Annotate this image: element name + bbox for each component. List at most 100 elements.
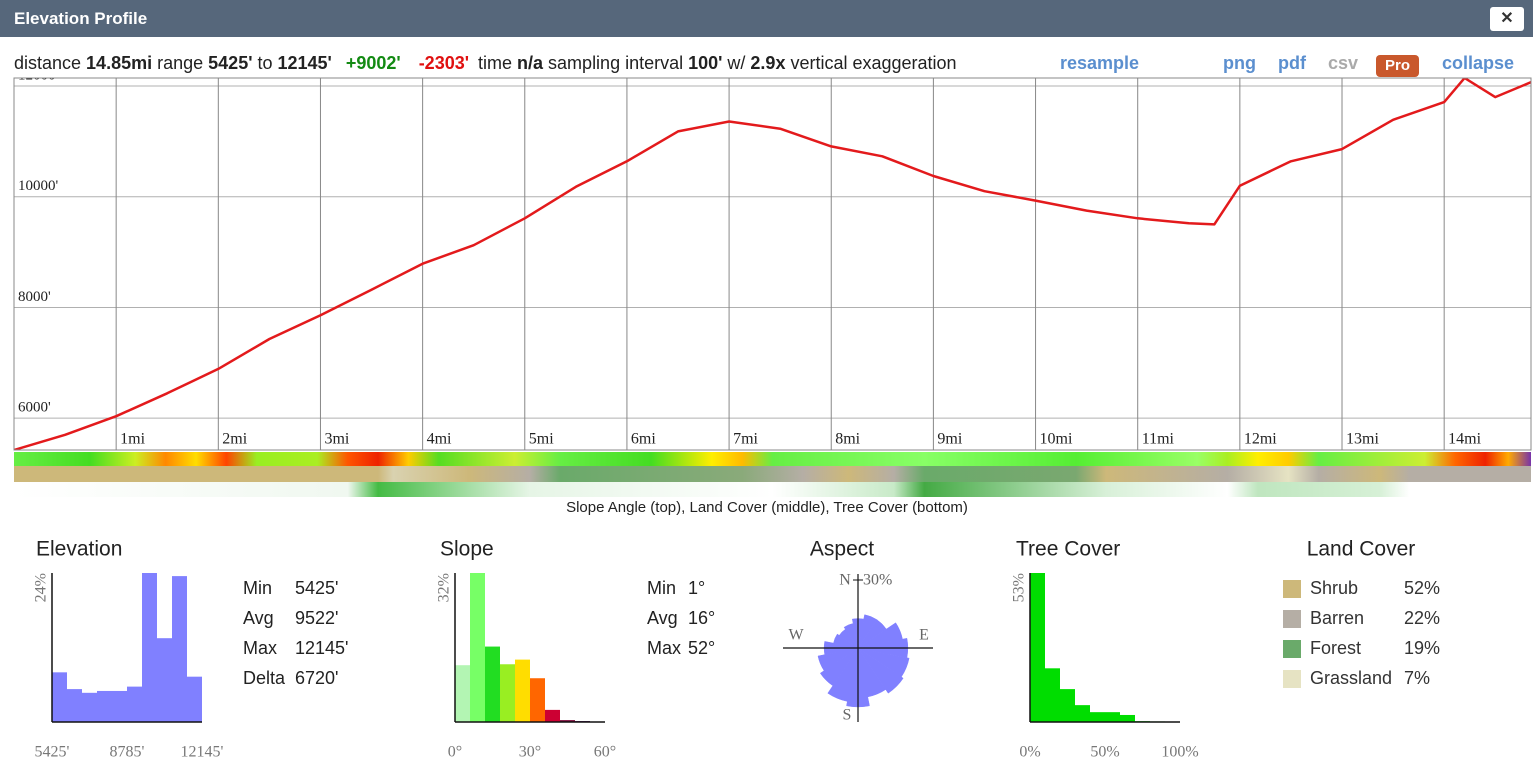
histogram-bar [1030,573,1045,722]
x-tick-label: 100% [1161,744,1198,761]
x-tick-label: 0° [448,744,462,761]
histogram-bar [172,576,187,722]
stat-name: Avg [243,608,274,628]
legend-percent: 52% [1404,578,1440,598]
histogram-bar [455,665,470,722]
stat-name: Max [647,638,681,658]
histogram-bar [470,573,485,722]
land-cover-strip [14,466,1531,482]
histogram-bar [1045,668,1060,722]
stat-value: 1° [688,578,705,598]
aspect-wedge [819,647,859,687]
x-tick-label: 3mi [324,431,349,448]
summary-item: distance [14,53,82,73]
strip-caption: Slope Angle (top), Land Cover (middle), … [566,499,968,516]
histogram-bar [1120,714,1135,722]
x-tick-label: 9mi [937,431,962,448]
aspect-wedge [857,647,904,694]
summary-item: -2303' [418,53,470,73]
histogram-bar [1075,705,1090,722]
x-tick-label: 4mi [427,431,452,448]
profile-plot: 6000' 8000' 10000' 12000' 1mi 2mi 3mi 4mi 5mi 6mi… [14,78,1531,450]
y-tick-label: 32% [436,573,453,602]
legend-name: Forest [1310,638,1361,658]
x-tick-label: 2mi [222,431,247,448]
legend-swatch [1283,610,1301,628]
panel-title: Land Cover [1307,538,1416,561]
legend-percent: 22% [1404,608,1440,628]
x-tick-label: 10mi [1040,431,1073,448]
x-tick-label: 12145' [181,744,224,761]
histogram-bar [52,672,67,722]
x-tick-label: 8mi [835,431,860,448]
y-tick-label: 24% [33,573,50,602]
summary-item: 2.9x [750,53,786,73]
aspect-wedge [827,647,859,702]
slope-strip [14,452,1531,466]
stat-name: Avg [647,608,678,628]
histogram-bar [67,689,82,722]
stat-value: 9522' [295,608,338,628]
compass-label: N [839,572,851,589]
stat-name: Delta [243,668,286,688]
close-button[interactable]: ✕ [1490,7,1524,31]
pro-badge[interactable]: Pro [1376,55,1420,77]
x-tick-label: 8785' [110,744,145,761]
x-tick-label: 5mi [529,431,554,448]
histogram-bar [1060,689,1075,722]
x-tick-label: 1mi [120,431,145,448]
png-link[interactable]: png [1223,53,1256,73]
y-tick-label: 53% [1011,573,1028,602]
summary-item: time [478,53,513,73]
summary-item: n/a [517,53,544,73]
summary-item: sampling interval [548,53,684,73]
summary-item: 14.85mi [86,53,153,73]
pdf-link[interactable]: pdf [1278,53,1306,73]
histogram-bar [530,678,545,722]
summary-bar: distance 14.85mi range 5425' to 12145' +9002' -… [14,53,962,74]
legend-name: Shrub [1310,578,1358,598]
stat-value: 16° [688,608,715,628]
legend-percent: 7% [1404,668,1430,688]
x-tick-label: 5425' [35,744,70,761]
panel-title: Slope [440,538,494,561]
stat-value: 52° [688,638,715,658]
legend-swatch [1283,640,1301,658]
header: Elevation Profile ✕ [0,0,1533,37]
stat-value: 6720' [295,668,338,688]
summary-item: 5425' [208,53,253,73]
summary-item: w/ [727,53,746,73]
legend-name: Barren [1310,608,1364,628]
histogram-bar [82,692,97,722]
summary-item: 100' [688,53,723,73]
panel-title: Aspect [810,538,874,561]
x-tick-label: 7mi [733,431,758,448]
histogram-bar [157,638,172,722]
elevation-line [14,78,1531,450]
histogram-bar [515,659,530,722]
stat-name: Min [243,578,272,598]
summary-item: range [157,53,204,73]
y-tick-label: 10000' [18,178,59,194]
summary-item: 12145' [277,53,332,73]
collapse-link[interactable]: collapse [1442,53,1515,73]
csv-link[interactable]: csv [1328,53,1359,73]
histogram-bar [545,709,560,722]
plot-frame [13,77,1532,451]
panel-title: Tree Cover [1016,538,1120,561]
aspect-wedge [833,633,859,649]
legend-swatch [1283,670,1301,688]
aspect-wedge [817,647,859,672]
x-tick-label: 14mi [1448,431,1481,448]
legend-swatch [1283,580,1301,598]
histogram-bar [1090,712,1105,722]
aspect-wedge [843,623,859,649]
compass-label: E [919,627,929,644]
resample-link[interactable]: resample [1060,53,1140,73]
legend-name: Grassland [1310,668,1392,688]
x-tick-label: 11mi [1142,431,1175,448]
x-tick-label: 6mi [631,431,656,448]
